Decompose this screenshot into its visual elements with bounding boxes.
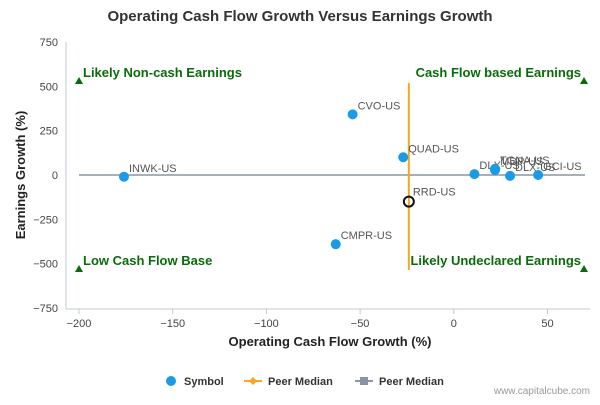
data-point[interactable] bbox=[398, 152, 409, 163]
x-tick-label: −100 bbox=[254, 318, 279, 330]
legend-label-peer-median-x: Peer Median bbox=[268, 376, 333, 388]
x-tick-label: −50 bbox=[351, 318, 370, 330]
point-label: MDP-US bbox=[500, 156, 543, 168]
x-tick-label: 0 bbox=[451, 318, 457, 330]
point-label: CMPR-US bbox=[341, 230, 392, 242]
data-point[interactable] bbox=[347, 109, 358, 120]
data-point[interactable] bbox=[118, 171, 129, 182]
credit-text: www.capitalcube.com bbox=[493, 386, 590, 397]
y-tick-label: 0 bbox=[52, 170, 58, 182]
data-point[interactable] bbox=[469, 169, 480, 180]
y-tick-label: −750 bbox=[33, 303, 58, 315]
plot-area bbox=[65, 42, 590, 310]
y-tick-label: 750 bbox=[40, 37, 58, 49]
x-tick-label: −200 bbox=[67, 318, 92, 330]
legend-peer-median-x-marker bbox=[249, 377, 257, 385]
chart-title: Operating Cash Flow Growth Versus Earnin… bbox=[107, 8, 492, 25]
legend-item-peer-median-x[interactable]: Peer Median bbox=[244, 376, 333, 388]
quadrant-triangle-marker bbox=[580, 77, 588, 84]
legend-item-symbol[interactable]: Symbol bbox=[166, 376, 224, 388]
quadrant-markers bbox=[75, 77, 588, 272]
quadrant-triangle-marker bbox=[75, 77, 83, 84]
legend-label-symbol: Symbol bbox=[184, 376, 224, 388]
legend-label-peer-median-y: Peer Median bbox=[379, 376, 444, 388]
legend-symbol-marker bbox=[166, 376, 176, 386]
data-point[interactable] bbox=[533, 170, 544, 180]
highlight-point[interactable] bbox=[402, 195, 415, 208]
y-tick-label: −500 bbox=[33, 259, 58, 271]
point-label: DLX-US bbox=[515, 162, 555, 174]
legend[interactable]: Symbol Peer Median Peer Median bbox=[166, 376, 444, 388]
point-label: INWK-US bbox=[129, 163, 177, 175]
quadrant-label-top-right: Cash Flow based Earnings bbox=[416, 65, 581, 80]
quadrant-label-top-left: Likely Non-cash Earnings bbox=[83, 65, 242, 80]
data-point[interactable] bbox=[330, 239, 341, 250]
y-ticks: −750 −500 −250 0 250 500 750 bbox=[33, 37, 58, 315]
highlight-point-label: RRD-US bbox=[413, 187, 456, 199]
legend-peer-median-y-marker bbox=[360, 377, 368, 385]
y-tick-label: 250 bbox=[40, 126, 58, 138]
y-tick-label: 500 bbox=[40, 81, 58, 93]
quadrant-triangle-marker bbox=[75, 265, 83, 272]
x-ticks: −200 −150 −100 −50 0 50 bbox=[67, 309, 554, 330]
data-point[interactable] bbox=[490, 165, 501, 176]
point-label: TGNA-US bbox=[500, 155, 550, 167]
median-lines bbox=[79, 83, 585, 270]
legend-item-peer-median-y[interactable]: Peer Median bbox=[355, 376, 444, 388]
quadrant-triangle-marker bbox=[580, 265, 588, 272]
point-label: DLX-US bbox=[479, 160, 519, 172]
point-label: CVO-US bbox=[358, 100, 401, 112]
points-layer: INWK-US CVO-US QUAD-US CMPR-US DLX-USTGNA-US… bbox=[118, 100, 582, 250]
point-label: GCI-US bbox=[543, 161, 582, 173]
quadrant-label-bottom-right: Likely Undeclared Earnings bbox=[410, 253, 581, 268]
x-tick-label: 50 bbox=[541, 318, 553, 330]
y-axis-title: Earnings Growth (%) bbox=[13, 111, 28, 240]
x-tick-label: −150 bbox=[160, 318, 185, 330]
point-label: QUAD-US bbox=[408, 143, 459, 155]
quadrant-label-bottom-left: Low Cash Flow Base bbox=[83, 253, 212, 268]
y-tick-label: −250 bbox=[33, 214, 58, 226]
data-point[interactable] bbox=[505, 170, 516, 181]
x-axis-title: Operating Cash Flow Growth (%) bbox=[229, 334, 432, 349]
